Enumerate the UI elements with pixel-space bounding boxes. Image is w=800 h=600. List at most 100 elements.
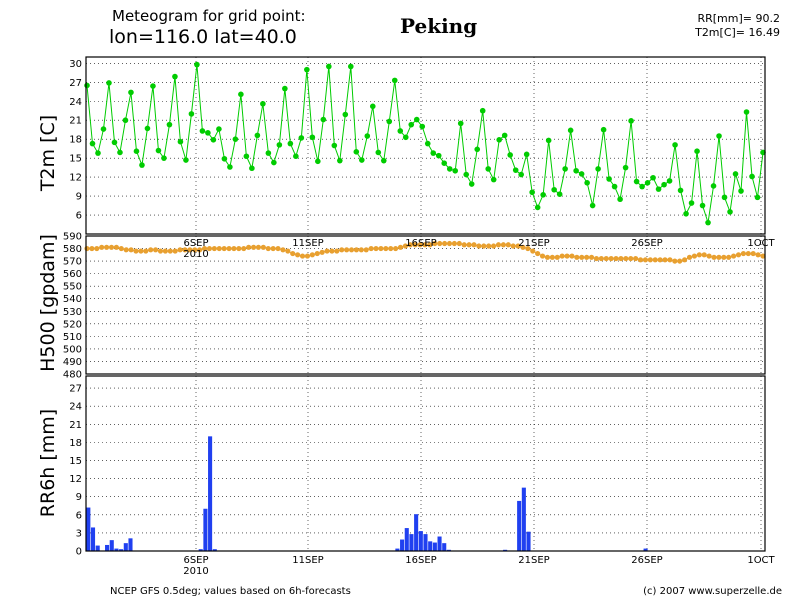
temperature-point [369,103,376,110]
y-tick-label: 6 [76,211,82,222]
geopotential-point [456,240,462,247]
geopotential-point [128,247,134,253]
temperature-point [710,183,717,189]
temperature-point [304,66,310,73]
geopotential-point [569,253,575,259]
geopotential-point [299,253,306,259]
temperature-point [534,204,541,211]
temperature-point [89,140,96,147]
temperature-point [457,120,464,127]
geopotential-point [432,240,438,247]
geopotential-point [633,255,639,262]
geopotential-point [157,248,164,254]
geopotential-point [152,247,159,253]
temperature-point [194,61,200,68]
geopotential-series [84,240,766,264]
precipitation-bar [212,549,217,551]
y-tick-label: 9 [76,192,82,203]
geopotential-point [290,250,296,257]
precipitation-bar [517,500,522,551]
temperature-point [216,126,222,132]
geopotential-point [437,240,443,247]
geopotential-point [231,245,237,252]
temperature-series [84,61,766,226]
geopotential-point [265,245,271,252]
x-date-label: 6SEP [183,555,208,566]
precipitation-bar [409,534,414,551]
geopotential-point [314,250,320,257]
y-tick-label: 24 [69,97,82,108]
temperature-point [754,194,761,201]
geopotential-point [427,242,433,248]
temperature-point [188,111,195,117]
temperature-point [677,187,684,194]
temperature-point [238,91,244,98]
geopotential-point [216,245,222,252]
geopotential-point [334,248,340,254]
x-date-label: 11SEP [292,238,323,249]
geopotential-point [677,258,683,264]
geopotential-point [133,248,139,254]
temperature-point [150,83,156,89]
temperature-point [95,150,101,156]
geopotential-point [344,247,350,253]
geopotential-point [598,255,604,262]
geopotential-point [260,244,266,250]
precipitation-bar [432,542,437,551]
geopotential-point [628,255,634,262]
precipitation-bar [208,436,213,551]
temperature-point [727,209,733,215]
precipitation-bar [86,507,91,551]
precipitation-bar [90,527,96,551]
geopotential-point [143,248,149,254]
geopotential-point [103,244,110,250]
y-tick-label: 15 [69,154,82,165]
temperature-point [161,155,167,161]
precipitation-bar [395,548,400,551]
x-date-label: 26SEP [631,555,662,566]
grid-lines [86,57,765,552]
panel-frame [85,375,766,552]
temperature-point [122,117,129,124]
geopotential-point [574,254,580,260]
geopotential-point [348,247,355,253]
temperature-point [661,181,667,188]
geopotential-point [539,253,546,259]
precipitation-bar [442,543,447,551]
geopotential-point [603,255,609,262]
temperature-point [578,171,585,177]
temperature-point [655,186,662,192]
city-title: Peking [400,14,477,38]
geopotential-point [255,244,262,250]
temperature-point [380,157,387,164]
temperature-point [595,166,601,172]
temperature-point [474,146,481,153]
geopotential-point [701,252,707,258]
geopotential-point [353,247,360,253]
temperature-point [271,159,277,166]
temperature-point [688,200,695,206]
temperature-point [419,123,426,130]
geopotential-point [319,249,325,255]
y-tick-label: 12 [69,474,82,485]
temperature-point [326,63,332,70]
y-tick-label: 0 [76,547,82,558]
precipitation-bar [119,549,124,551]
y-tick-label: 590 [63,232,82,243]
geopotential-point [726,254,732,260]
geopotential-point [486,243,492,249]
temperature-point [738,188,744,194]
temperature-point [518,171,524,178]
x-date-label: 16SEP [405,555,436,566]
precipitation-bar [400,539,405,551]
temperature-point [529,189,535,196]
temperature-point [84,82,90,89]
temperature-point [749,173,755,180]
geopotential-point [535,250,541,257]
geopotential-point [412,242,418,248]
temperature-point [633,178,640,185]
temperature-point [315,158,321,165]
geopotential-point [241,245,247,252]
temperature-point [479,107,486,114]
